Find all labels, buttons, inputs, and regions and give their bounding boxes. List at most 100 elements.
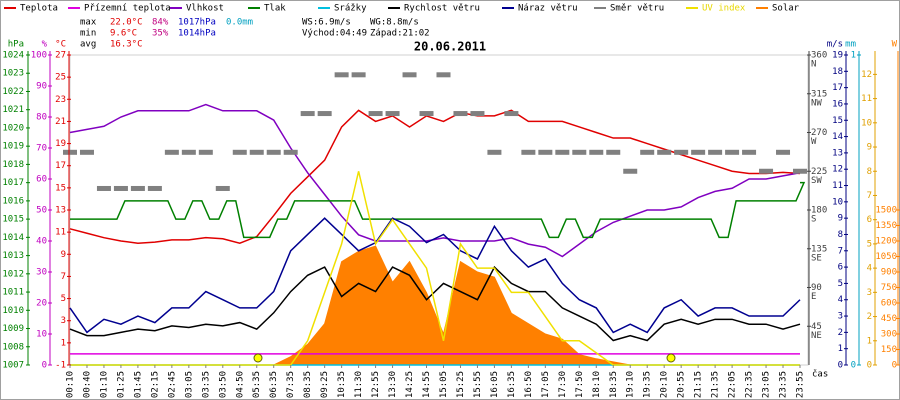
direction-dash (385, 111, 400, 117)
sunrise-icon (253, 353, 263, 363)
tick-label: 1200 (875, 237, 897, 247)
tick-label: 150 (881, 345, 897, 355)
tick-label: 27 (55, 51, 66, 61)
tick-label: 5 (61, 294, 66, 304)
x-tick-label: 01:10 (99, 371, 109, 398)
direction-dash (470, 111, 485, 117)
chart-title: 20.06.2011 (414, 40, 486, 54)
tick-label: 8 (867, 167, 872, 177)
direction-dash (368, 111, 383, 117)
stat-text: 16.3°C (110, 40, 143, 50)
x-tick-label: 17:05 (541, 371, 551, 398)
legend-label: Směr větru (610, 4, 664, 14)
tick-label: 1 (867, 336, 872, 346)
tick-label: 80 (36, 113, 47, 123)
direction-label: NW (811, 98, 822, 108)
stat-text: 0.0mm (226, 18, 253, 28)
tick-label: 0 (42, 361, 47, 371)
tick-label: 4 (867, 264, 872, 274)
tick-label: 5 (867, 239, 872, 249)
axis-title: W (892, 40, 898, 50)
tick-label: 8 (838, 230, 843, 240)
tick-label: 1 (851, 51, 856, 61)
stat-text: 22.0°C (110, 18, 143, 28)
x-tick-label: 06:35 (269, 371, 279, 398)
tick-label: 1023 (2, 69, 24, 79)
x-tick-label: 23:05 (762, 371, 772, 398)
direction-dash (63, 149, 77, 155)
series-line (70, 181, 806, 239)
direction-dash (215, 185, 230, 191)
direction-dash (555, 149, 570, 155)
tick-label: 9 (838, 214, 843, 224)
x-tick-label: 16:35 (507, 371, 517, 398)
direction-dash (147, 185, 162, 191)
direction-label: S (811, 215, 816, 225)
x-tick-label: 10:35 (337, 371, 347, 398)
direction-dash (351, 72, 366, 78)
tick-label: 1020 (2, 123, 24, 133)
direction-dash (708, 149, 723, 155)
direction-dash (606, 149, 621, 155)
tick-label: 12 (861, 70, 872, 80)
tick-label: 100 (31, 51, 47, 61)
tick-label: 1014 (2, 233, 24, 243)
direction-dash (96, 185, 111, 191)
direction-dash (113, 185, 128, 191)
tick-label: 11 (832, 181, 843, 191)
x-tick-label: 03:35 (201, 371, 211, 398)
tick-label: 1007 (2, 361, 24, 371)
direction-dash (283, 149, 298, 155)
tick-label: 180 (811, 206, 827, 216)
tick-label: 1 (838, 344, 843, 354)
direction-dash (130, 185, 145, 191)
x-tick-label: 07:35 (286, 371, 296, 398)
direction-dash (487, 149, 502, 155)
x-tick-label: 15:25 (456, 371, 466, 398)
tick-label: 12 (832, 165, 843, 175)
tick-label: 1350 (875, 221, 897, 231)
tick-label: 1022 (2, 87, 24, 97)
x-tick-label: 02:45 (167, 371, 177, 398)
direction-label: W (811, 137, 817, 147)
tick-label: 17 (832, 83, 843, 93)
direction-dash (198, 149, 213, 155)
tick-label: -1 (55, 361, 66, 371)
direction-dash (249, 149, 264, 155)
legend-label: Přízemní teplota (84, 4, 171, 14)
tick-label: 4 (838, 295, 843, 305)
x-tick-label: 14:25 (405, 371, 415, 398)
x-tick-label: 14:55 (422, 371, 432, 398)
legend-label: UV index (702, 4, 746, 14)
tick-label: 19 (55, 139, 66, 149)
tick-label: 15 (832, 116, 843, 126)
sun-stat: Východ:04:49 (302, 29, 367, 39)
tick-label: 1017 (2, 178, 24, 188)
series-line (69, 217, 801, 334)
direction-dash (436, 72, 451, 78)
x-tick-label: 00:10 (66, 371, 76, 398)
stat-text: 1017hPa (178, 18, 216, 28)
tick-label: 5 (838, 279, 843, 289)
legend-label: Náraz větru (518, 4, 578, 14)
axis-title: mm (845, 40, 856, 50)
x-tick-label: 04:50 (235, 371, 245, 398)
main-layer (63, 72, 807, 366)
stat-text: avg (80, 40, 96, 50)
tick-label: 6 (838, 263, 843, 273)
direction-dash (521, 149, 536, 155)
tick-label: 90 (811, 283, 822, 293)
series-line (69, 103, 801, 258)
tick-label: 20 (36, 299, 47, 309)
tick-label: 18 (832, 67, 843, 77)
tick-label: 1013 (2, 251, 24, 261)
tick-label: 1009 (2, 324, 24, 334)
tick-label: 11 (55, 228, 66, 238)
tick-label: 270 (811, 128, 827, 138)
direction-dash (640, 149, 655, 155)
stat-text: max (80, 18, 97, 28)
x-tick-label: 11:30 (354, 371, 364, 398)
tick-label: 360 (811, 51, 827, 61)
tick-label: 1500 (875, 206, 897, 216)
x-tick-label: 13:30 (388, 371, 398, 398)
